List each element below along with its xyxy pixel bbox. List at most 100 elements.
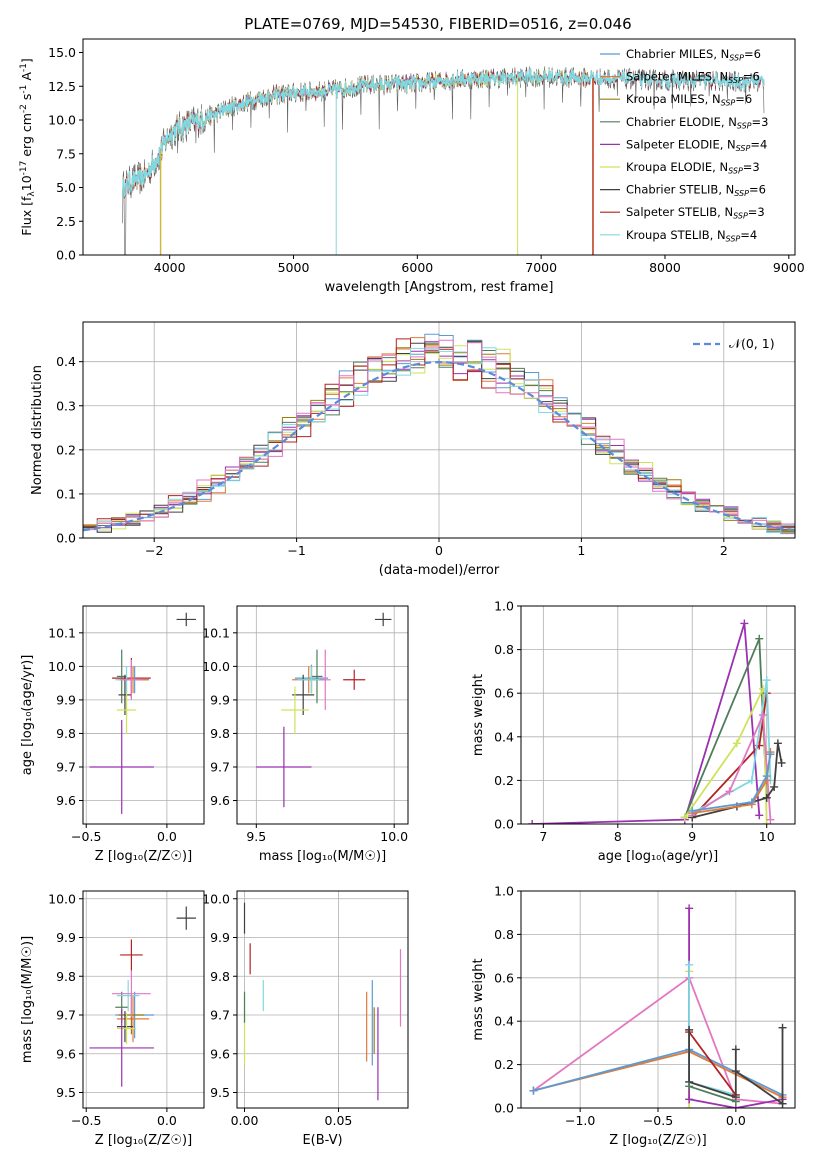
x-tick-label: 8000 — [649, 260, 681, 275]
y-tick-label: 0.2 — [494, 773, 514, 788]
y-tick-label: 0.1 — [56, 486, 76, 501]
y-tick-label: 15.0 — [48, 45, 76, 60]
mass-weight-marker — [755, 811, 764, 820]
legend-subscript: SSP — [737, 121, 752, 130]
legend-label: Salpeter MILES, — [626, 70, 719, 84]
y-axis-label-part: erg cm — [19, 113, 34, 161]
mass-weight-marker — [685, 1104, 694, 1108]
x-tick-label: 9.5 — [246, 829, 266, 844]
axes-frame: −1.0 −0.5 0.0 0.0 0.2 0.4 0.6 0.8 1.0 Z [log₁₀(Z/… — [471, 884, 796, 1148]
y-tick-label: 0.2 — [494, 1057, 514, 1072]
y-tick-label: 0.6 — [494, 970, 514, 985]
mass-weight-marker — [762, 793, 771, 802]
y-tick-label: 9.7 — [210, 1008, 230, 1023]
y-tick-label: 0.2 — [56, 442, 76, 457]
legend-n-prefix: N — [724, 205, 733, 219]
y-tick-label: 9.9 — [56, 692, 76, 707]
y-tick-label: 12.5 — [48, 79, 76, 94]
axes-frame: 9.5 10.0 9.6 9.7 9.8 9.9 10.0 10.1 mass [log₁₀(M… — [202, 605, 409, 864]
y-tick-label: 0.0 — [494, 1101, 514, 1116]
mass-weight-marker — [725, 787, 734, 796]
x-axis-label: age [log₁₀(age/yr)] — [598, 849, 719, 864]
y-tick-label: 1.0 — [494, 884, 514, 899]
x-tick-label: 0.0 — [157, 1113, 177, 1128]
legend-label: Kroupa STELIB, — [626, 228, 717, 242]
legend-subscript: SSP — [734, 189, 749, 198]
legend-subscript: SSP — [733, 212, 748, 221]
y-tick-label: 0.8 — [494, 642, 514, 657]
age-vs-metallicity-panel: −0.5 0.0 9.6 9.7 9.8 9.9 10.0 10.1 Z [log₁₀(Z/Z☉… — [20, 605, 205, 864]
legend-entry: 𝒩(0, 1) — [729, 336, 775, 351]
legend-n-value: =6 — [749, 183, 766, 197]
errorbar-point — [343, 669, 366, 690]
legend-n-value: =6 — [743, 70, 760, 84]
y-tick-label: 0.6 — [494, 686, 514, 701]
axes-box — [82, 890, 205, 1109]
mass-weight-marker — [731, 1045, 740, 1054]
mass-weight-marker — [731, 1097, 740, 1106]
mass-weight-marker — [762, 676, 771, 685]
y-tick-label: 9.6 — [210, 1046, 230, 1061]
y-tick-label: 9.9 — [56, 930, 76, 945]
errorbar-point — [176, 906, 196, 930]
axes-box — [520, 605, 796, 825]
y-tick-label: 0.4 — [494, 1014, 514, 1029]
x-tick-label: 7 — [539, 829, 547, 844]
y-axis-label-part: Flux [f — [19, 196, 34, 236]
mass-vs-metallicity-panel: −0.5 0.0 9.5 9.6 9.7 9.8 9.9 10.0 Z [log₁₀(Z/Z☉)… — [20, 890, 205, 1148]
errorbar-point — [292, 674, 315, 715]
legend-n-value: =3 — [748, 205, 765, 219]
y-tick-label: 0.4 — [56, 354, 76, 369]
errorbar-point — [374, 612, 392, 627]
y-axis-label-part: s — [19, 94, 34, 105]
y-axis-label-part: 10 — [19, 175, 34, 191]
grid-lines — [83, 606, 204, 824]
mass-weight-marker — [685, 904, 694, 913]
legend-entry: Chabrier MILES, NSSP=6 — [626, 47, 761, 63]
y-tick-label: 7.5 — [56, 146, 76, 161]
mass-weight-marker — [529, 1086, 538, 1095]
legend-entry: Salpeter ELODIE, NSSP=4 — [626, 137, 767, 153]
residuals-histogram-panel: −2 −1 0 1 2 0.0 0.1 0.2 0.3 0.4 (data-model)/error… — [30, 321, 796, 578]
y-tick-label: 2.5 — [56, 214, 76, 229]
mass-weight-marker — [747, 798, 756, 807]
x-tick-label: −2 — [145, 543, 163, 558]
y-axis-label: age [log₁₀(age/yr)] — [20, 655, 35, 776]
errorbar-point — [118, 674, 132, 715]
x-tick-label: 0 — [435, 543, 443, 558]
axes-box — [236, 605, 409, 825]
y-tick-label: 9.9 — [210, 692, 230, 707]
legend-n-value: =6 — [744, 47, 761, 61]
mass-weight-line — [532, 623, 761, 824]
y-axis-label-part: A — [19, 72, 34, 85]
mass-weight-marker — [762, 772, 771, 781]
x-tick-label: −1.0 — [565, 1113, 595, 1128]
grid-lines — [237, 606, 408, 824]
mass-vs-ebv-panel: 0.00 0.05 9.5 9.6 9.7 9.8 9.9 10.0 E(B-V) — [202, 890, 409, 1148]
x-axis-label: (data-model)/error — [379, 563, 500, 578]
x-tick-label: 9 — [688, 829, 696, 844]
legend-subscript: SSP — [726, 234, 741, 243]
y-tick-label: 5.0 — [56, 180, 76, 195]
y-tick-label: 9.7 — [56, 1008, 76, 1023]
mass-weight-line — [688, 964, 737, 1096]
mass-weight-marker — [778, 1023, 787, 1032]
y-axis-label-part: -1 — [19, 85, 29, 94]
mass-weight-marker — [766, 815, 775, 824]
y-tick-label: 9.5 — [210, 1085, 230, 1100]
errorbar-point — [116, 1011, 134, 1043]
errorbar-point — [176, 612, 196, 627]
y-tick-label: 9.6 — [56, 793, 76, 808]
mass-weight-line — [691, 714, 772, 820]
y-axis-label: Normed distribution — [30, 365, 45, 495]
axes-frame: −0.5 0.0 9.6 9.7 9.8 9.9 10.0 10.1 Z [log₁₀(Z/Z☉… — [20, 605, 205, 864]
mass-weight-marker — [685, 1095, 694, 1104]
mass-weight-line — [688, 1031, 737, 1096]
mass-weight-marker — [732, 739, 741, 748]
mass-weight-marker — [766, 750, 775, 759]
age-vs-mass-panel: 9.5 10.0 9.6 9.7 9.8 9.9 10.0 10.1 mass [log₁₀(M… — [202, 605, 409, 864]
mass-weight-line — [684, 688, 768, 824]
x-axis-label: E(B-V) — [302, 1133, 342, 1148]
y-tick-label: 0.0 — [56, 248, 76, 263]
